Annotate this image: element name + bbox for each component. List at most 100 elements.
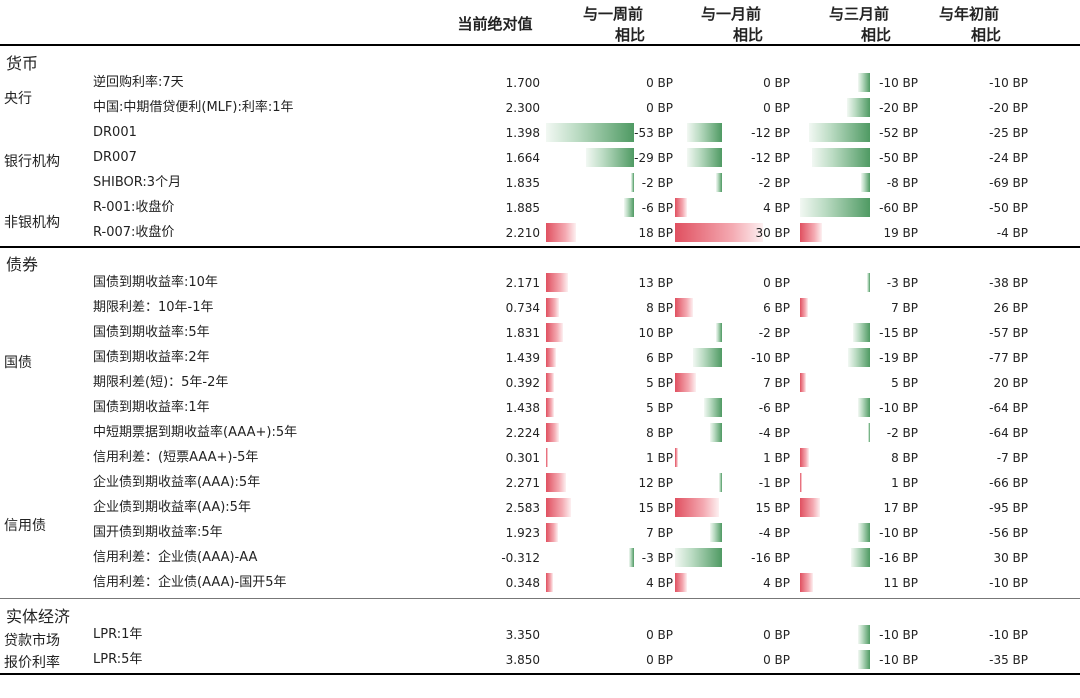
current-value: 0.392 bbox=[505, 376, 540, 390]
three-month-change-bar bbox=[800, 298, 809, 317]
row-label: 期限利差(短)：5年-2年 bbox=[93, 375, 229, 390]
current-value: 2.224 bbox=[505, 426, 540, 440]
week-change-bar bbox=[624, 198, 634, 217]
ytd-change-value: -35 BP bbox=[989, 653, 1028, 667]
current-value: 1.398 bbox=[505, 126, 540, 140]
week-change-bar bbox=[546, 223, 576, 242]
month-change-bar bbox=[686, 123, 722, 142]
ytd-change-value: -10 BP bbox=[989, 576, 1028, 590]
three-month-change-bar bbox=[846, 98, 870, 117]
week-change-bar bbox=[546, 473, 566, 492]
row-label: 企业债到期收益率(AAA):5年 bbox=[93, 475, 261, 490]
section-label-economy: 实体经济 bbox=[6, 607, 71, 626]
row-label: DR001 bbox=[93, 125, 137, 140]
month-change-bar bbox=[710, 523, 722, 542]
group-label-bank-institutions: 银行机构 bbox=[4, 154, 60, 170]
current-value: 0.301 bbox=[505, 451, 540, 465]
month-change-value: 0 BP bbox=[763, 101, 790, 115]
three-month-change-bar bbox=[800, 223, 823, 242]
current-value: 2.271 bbox=[505, 476, 540, 490]
ytd-change-value: 30 BP bbox=[993, 551, 1028, 565]
three-month-change-value: -8 BP bbox=[886, 176, 918, 190]
three-month-change-value: 11 BP bbox=[883, 576, 918, 590]
header-month-line2: 相比 bbox=[732, 26, 763, 44]
week-change-value: 0 BP bbox=[646, 628, 673, 642]
week-change-value: 8 BP bbox=[646, 426, 673, 440]
header-rule bbox=[0, 44, 1080, 46]
current-value: 0.348 bbox=[505, 576, 540, 590]
week-change-value: 8 BP bbox=[646, 301, 673, 315]
three-month-change-bar bbox=[809, 123, 870, 142]
month-change-value: 4 BP bbox=[763, 576, 790, 590]
three-month-change-value: -20 BP bbox=[879, 101, 918, 115]
week-change-value: 5 BP bbox=[646, 401, 673, 415]
current-value: 3.350 bbox=[505, 628, 540, 642]
month-change-value: -12 BP bbox=[751, 126, 790, 140]
bottom-rule bbox=[0, 673, 1080, 675]
row-label: 国债到期收益率:10年 bbox=[93, 275, 218, 290]
current-value: 1.835 bbox=[505, 176, 540, 190]
week-change-value: -2 BP bbox=[641, 176, 673, 190]
month-change-value: -2 BP bbox=[758, 326, 790, 340]
row-label: LPR:5年 bbox=[93, 652, 143, 667]
ytd-change-value: -10 BP bbox=[989, 628, 1028, 642]
three-month-change-value: -15 BP bbox=[879, 326, 918, 340]
current-value: -0.312 bbox=[501, 551, 540, 565]
row-label: 信用利差：企业债(AAA)-国开5年 bbox=[93, 575, 287, 590]
three-month-change-value: -60 BP bbox=[879, 201, 918, 215]
month-change-value: -4 BP bbox=[758, 526, 790, 540]
week-change-bar bbox=[546, 123, 634, 142]
current-value: 2.210 bbox=[505, 226, 540, 240]
section-divider-economy bbox=[0, 598, 1080, 599]
current-value: 2.583 bbox=[505, 501, 540, 515]
row-label: 国开债到期收益率:5年 bbox=[93, 525, 223, 540]
week-change-value: -53 BP bbox=[634, 126, 673, 140]
row-label: 信用利差：企业债(AAA)-AA bbox=[93, 550, 258, 565]
week-change-value: 0 BP bbox=[646, 101, 673, 115]
three-month-change-bar bbox=[858, 73, 870, 92]
ytd-change-value: -56 BP bbox=[989, 526, 1028, 540]
week-change-bar bbox=[546, 373, 555, 392]
week-change-bar bbox=[546, 398, 555, 417]
week-change-bar bbox=[546, 498, 571, 517]
three-month-change-value: -10 BP bbox=[879, 628, 918, 642]
row-label: 国债到期收益率:2年 bbox=[93, 350, 210, 365]
section-label-currency: 货币 bbox=[6, 54, 39, 73]
month-change-bar bbox=[686, 148, 722, 167]
month-change-bar bbox=[719, 473, 722, 492]
week-change-bar bbox=[546, 573, 553, 592]
month-change-value: -12 BP bbox=[751, 151, 790, 165]
month-change-value: -6 BP bbox=[758, 401, 790, 415]
row-label: 逆回购利率:7天 bbox=[93, 75, 184, 90]
week-change-value: -29 BP bbox=[634, 151, 673, 165]
three-month-change-bar bbox=[811, 148, 870, 167]
header-ytd-line2: 相比 bbox=[970, 26, 1001, 44]
current-value: 1.700 bbox=[505, 76, 540, 90]
week-change-value: 1 BP bbox=[646, 451, 673, 465]
month-change-value: 0 BP bbox=[763, 653, 790, 667]
three-month-change-bar bbox=[800, 498, 820, 517]
current-value: 0.734 bbox=[505, 301, 540, 315]
ytd-change-value: 20 BP bbox=[993, 376, 1028, 390]
month-change-bar bbox=[716, 173, 722, 192]
current-value: 1.438 bbox=[505, 401, 540, 415]
week-change-bar bbox=[630, 173, 634, 192]
month-change-bar bbox=[675, 498, 720, 517]
month-change-value: 30 BP bbox=[755, 226, 790, 240]
row-label: 国债到期收益率:1年 bbox=[93, 400, 210, 415]
row-label: DR007 bbox=[93, 150, 137, 165]
three-month-change-value: -10 BP bbox=[879, 526, 918, 540]
three-month-change-bar bbox=[858, 650, 870, 669]
three-month-change-bar bbox=[867, 423, 870, 442]
ytd-change-value: -7 BP bbox=[996, 451, 1028, 465]
current-value: 1.831 bbox=[505, 326, 540, 340]
three-month-change-bar bbox=[847, 348, 870, 367]
month-change-bar bbox=[675, 373, 696, 392]
header-abs-value: 当前绝对值 bbox=[457, 15, 533, 33]
ytd-change-value: -57 BP bbox=[989, 326, 1028, 340]
three-month-change-bar bbox=[858, 523, 870, 542]
three-month-change-bar bbox=[800, 573, 813, 592]
three-month-change-value: 19 BP bbox=[883, 226, 918, 240]
week-change-value: 0 BP bbox=[646, 653, 673, 667]
three-month-change-value: -10 BP bbox=[879, 401, 918, 415]
